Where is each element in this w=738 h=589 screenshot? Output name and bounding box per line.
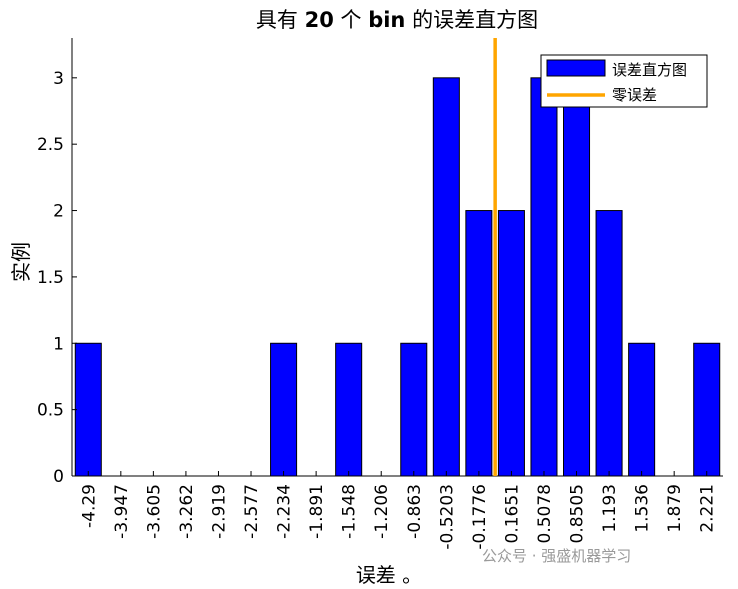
legend-label-histogram: 误差直方图 (612, 61, 687, 79)
x-tick-label-3: -3.262 (177, 484, 197, 539)
bar-13 (497, 210, 525, 477)
y-tick-label-2: 1 (53, 334, 64, 354)
bar-0 (74, 342, 102, 477)
x-tick-label-2: -3.605 (144, 484, 164, 539)
bar-12 (465, 210, 493, 477)
y-tick-label-6: 3 (53, 69, 64, 89)
bar-17 (628, 342, 656, 477)
bars-layer (74, 77, 721, 477)
x-tick-label-10: -0.863 (405, 484, 425, 539)
x-tick-label-19: 2.221 (698, 484, 718, 533)
y-tick-label-1: 0.5 (37, 401, 64, 421)
x-tick-label-11: -0.5203 (437, 484, 457, 550)
x-tick-label-14: 0.5078 (535, 484, 555, 543)
bar-16 (595, 210, 623, 477)
x-tick-label-12: -0.1776 (470, 484, 490, 550)
x-tick-label-15: 0.8505 (568, 484, 588, 543)
y-tick-label-4: 2 (53, 202, 64, 222)
x-tick-label-18: 1.879 (665, 484, 685, 533)
x-tick-label-16: 1.193 (600, 484, 620, 533)
x-tick-label-5: -2.577 (242, 484, 262, 539)
x-axis-label: 误差 。 (356, 563, 422, 587)
x-tick-label-17: 1.536 (633, 484, 653, 533)
axes-layer: 0 0.5 1 1.5 2 2.5 3 -4.29 -3.947 -3.605 -3.262 -2.9… (37, 38, 723, 550)
title-part-2: 20 (305, 8, 334, 32)
bar-15 (563, 77, 591, 477)
bar-11 (432, 77, 460, 477)
x-tick-label-13: 0.1651 (502, 484, 522, 543)
y-tick-label-5: 2.5 (37, 135, 64, 155)
title-part-3: 个 (334, 8, 368, 32)
y-tick-label-3: 1.5 (37, 268, 64, 288)
bar-6 (270, 342, 298, 477)
title-part-4: bin (368, 8, 405, 32)
bar-19 (693, 342, 721, 477)
bar-8 (335, 342, 363, 477)
legend-label-zero-line: 零误差 (612, 86, 657, 104)
x-tick-label-1: -3.947 (112, 484, 132, 539)
x-tick-label-7: -1.891 (307, 484, 327, 539)
y-axis-label: 实例 (9, 242, 33, 282)
chart-title: 具有 20 个 bin 的误差直方图 (256, 8, 538, 32)
x-tick-label-6: -2.234 (275, 484, 295, 539)
legend-swatch-histogram (546, 59, 606, 77)
x-tick-label-0: -4.29 (79, 484, 99, 528)
bar-10 (400, 342, 428, 477)
bar-14 (530, 77, 558, 477)
legend: 误差直方图 零误差 (540, 54, 708, 108)
x-tick-label-4: -2.919 (209, 484, 229, 539)
title-part-1: 具有 (256, 8, 305, 32)
x-tick-label-8: -1.548 (340, 484, 360, 539)
title-part-5: 的误差直方图 (405, 8, 538, 32)
watermark-text: 公众号 · 强盛机器学习 (482, 547, 632, 565)
watermark: 公众号 · 强盛机器学习 (482, 545, 631, 566)
y-tick-label-0: 0 (53, 467, 64, 487)
x-tick-label-9: -1.206 (372, 484, 392, 539)
